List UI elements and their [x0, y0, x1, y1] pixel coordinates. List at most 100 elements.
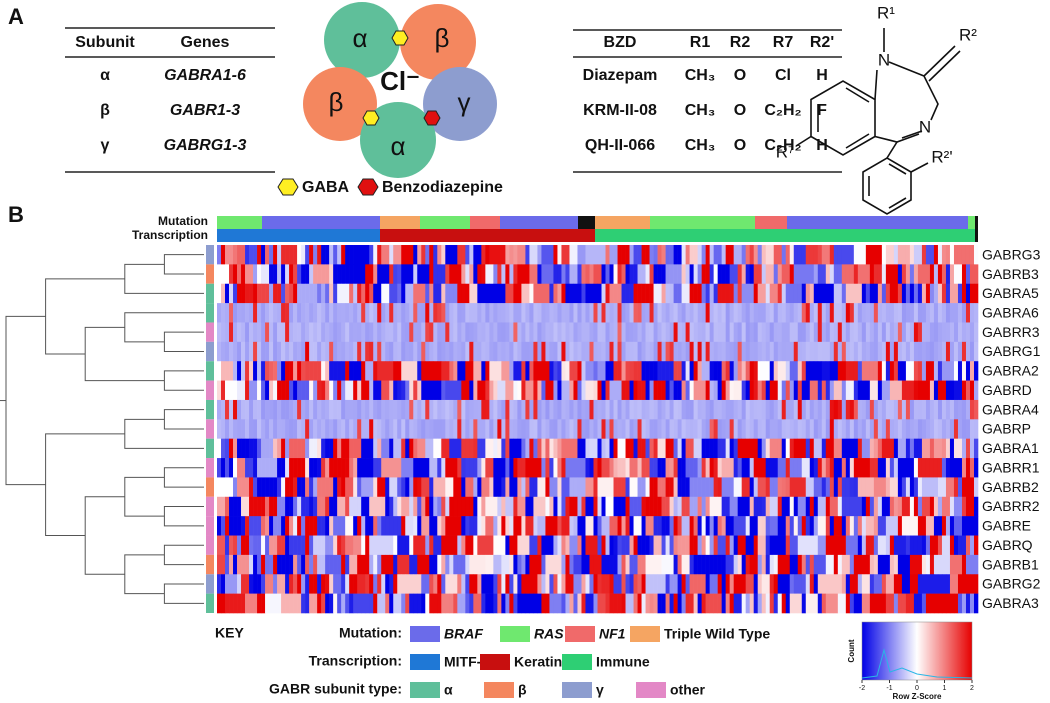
heatmap-cell [237, 593, 242, 614]
heatmap-cell [293, 264, 298, 285]
heatmap-cell [481, 245, 486, 265]
heatmap-cell [957, 361, 963, 381]
heatmap-cell [545, 419, 550, 439]
heatmap-cell [881, 496, 887, 517]
heatmap-cell [469, 593, 474, 614]
heatmap-cell [941, 438, 947, 459]
heatmap-cell [525, 477, 530, 498]
heatmap-cell [369, 264, 374, 285]
heatmap-cell [697, 341, 702, 362]
heatmap-cell [777, 419, 783, 439]
heatmap-cell [445, 516, 450, 536]
heatmap-cell [749, 399, 755, 420]
heatmap-cell [305, 341, 310, 362]
heatmap-cell [549, 341, 554, 362]
heatmap-cell [765, 496, 771, 517]
heatmap-cell [761, 264, 767, 285]
heatmap-cell [569, 496, 574, 517]
heatmap-cell [573, 535, 578, 556]
heatmap-cell [701, 516, 706, 536]
heatmap-cell [225, 535, 230, 556]
heatmap-cell [397, 303, 402, 323]
heatmap-cell [937, 419, 943, 439]
heatmap-cell [489, 322, 494, 343]
heatmap-cell [645, 341, 650, 362]
heatmap-cell [449, 574, 454, 594]
heatmap-cell [917, 361, 923, 381]
heatmap-cell [289, 399, 294, 420]
heatmap-cell [881, 361, 887, 381]
heatmap-cell [545, 361, 550, 381]
heatmap-cell [369, 458, 374, 478]
heatmap-cell [241, 438, 246, 459]
heatmap-cell [713, 554, 718, 575]
heatmap-cell [501, 477, 506, 498]
heatmap-cell [905, 380, 911, 401]
heatmap-cell [685, 341, 690, 362]
heatmap-cell [245, 361, 250, 381]
heatmap-cell [465, 361, 470, 381]
heatmap-cell [461, 574, 466, 594]
heatmap-cell [933, 419, 939, 439]
heatmap-cell [457, 322, 462, 343]
key-swatch [565, 626, 595, 642]
heatmap-cell [721, 535, 726, 556]
heatmap-cell [445, 283, 450, 304]
heatmap-cell [545, 535, 550, 556]
heatmap-cell [849, 380, 855, 401]
heatmap-cell [521, 303, 526, 323]
heatmap-cell [281, 245, 286, 265]
heatmap-cell [837, 264, 843, 285]
heatmap-cell [553, 593, 558, 614]
heatmap-cell [857, 361, 863, 381]
heatmap-cell [537, 264, 542, 285]
heatmap-cell [621, 341, 626, 362]
heatmap-cell [589, 535, 594, 556]
heatmap-cell [721, 399, 726, 420]
heatmap-cell [489, 245, 494, 265]
heatmap-cell [573, 322, 578, 343]
heatmap-cell [649, 361, 654, 381]
heatmap-cell [929, 554, 935, 575]
heatmap-cell [389, 283, 394, 304]
heatmap-cell [605, 283, 610, 304]
heatmap-cell [717, 283, 722, 304]
heatmap-cell [673, 399, 678, 420]
heatmap-cell [953, 245, 959, 265]
heatmap-cell [461, 283, 466, 304]
heatmap-cell [241, 574, 246, 594]
heatmap-cell [633, 438, 638, 459]
heatmap-cell [797, 516, 803, 536]
heatmap-cell [269, 283, 274, 304]
heatmap-cell [609, 477, 614, 498]
heatmap-cell [341, 458, 346, 478]
heatmap-cell [561, 535, 566, 556]
heatmap-cell [345, 399, 350, 420]
heatmap-cell [669, 458, 674, 478]
heatmap-cell [825, 361, 831, 381]
heatmap-cell [617, 399, 622, 420]
heatmap-cell [817, 419, 823, 439]
heatmap-cell [273, 535, 278, 556]
heatmap-cell [697, 438, 702, 459]
heatmap-cell [577, 245, 582, 265]
heatmap-cell [813, 593, 819, 614]
heatmap-cell [677, 264, 682, 285]
heatmap-cell [597, 283, 602, 304]
heatmap-cell [821, 341, 827, 362]
heatmap-cell [885, 245, 891, 265]
heatmap-cell [853, 303, 859, 323]
heatmap-cell [385, 574, 390, 594]
heatmap-cell [261, 245, 266, 265]
heatmap-cell [341, 245, 346, 265]
heatmap-cell [509, 322, 514, 343]
heatmap-cell [481, 496, 486, 517]
heatmap-cell [701, 264, 706, 285]
heatmap-cell [405, 458, 410, 478]
heatmap-cell [541, 554, 546, 575]
heatmap-cell [693, 341, 698, 362]
heatmap-cell [421, 380, 426, 401]
heatmap-cell [381, 593, 386, 614]
heatmap-cell [221, 419, 226, 439]
heatmap-cell [453, 554, 458, 575]
